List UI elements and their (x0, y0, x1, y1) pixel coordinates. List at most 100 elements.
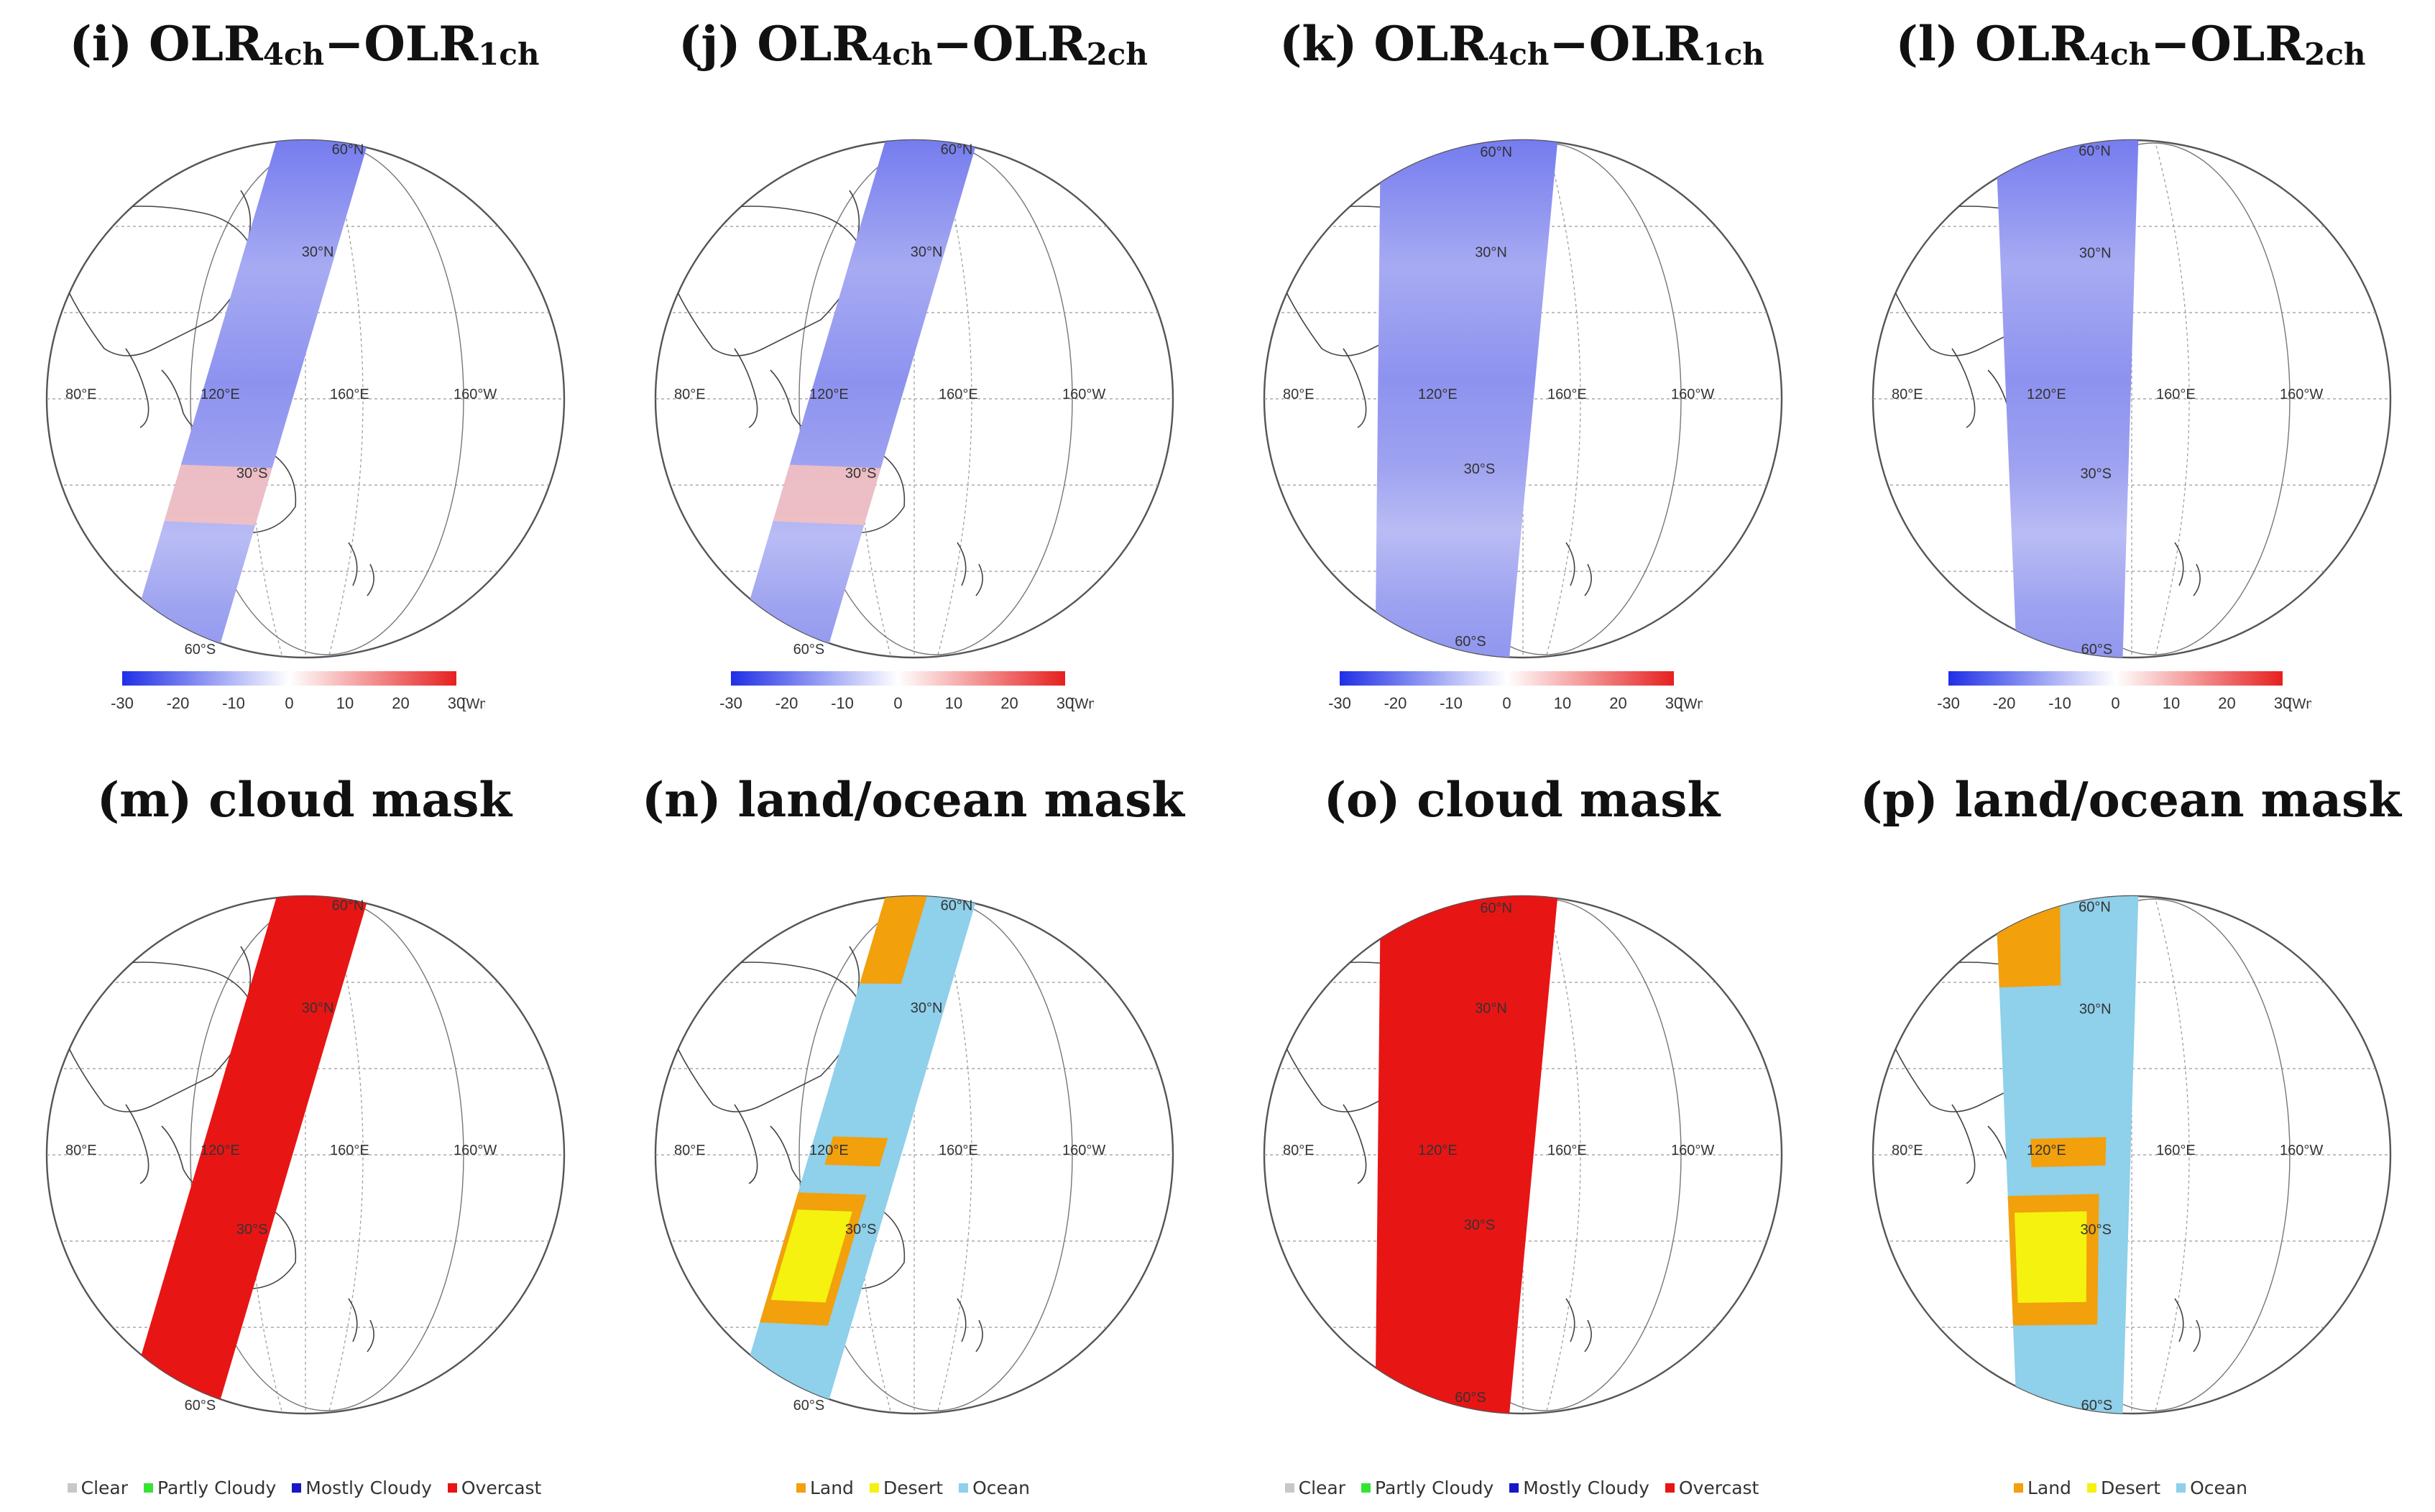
lat-label-lat_30n: 30°N (1475, 244, 1507, 260)
legend-item: Land (2013, 1478, 2071, 1498)
legend-item: Desert (869, 1478, 943, 1498)
legend-item: Desert (2086, 1478, 2160, 1498)
lon-label-lon_160w: 160°W (2280, 1143, 2323, 1158)
lon-label-lon_80e: 80°E (1892, 1143, 1923, 1158)
lon-label-lon_160e: 160°E (1547, 387, 1587, 402)
colorbar-unit: [Wm⁻²] (1071, 696, 1094, 712)
colorbar-tick: -20 (775, 694, 798, 712)
colorbar-tick: 0 (2111, 694, 2119, 712)
lon-label-lon_160e: 160°E (330, 387, 369, 402)
lon-label-lon_120e: 120°E (2027, 387, 2066, 402)
globe-map: 60°N 30°N 30°S 60°S 80°E 120°E 160°E 160°W (654, 895, 1174, 1415)
land_legend-legend: Land Desert Ocean (609, 1475, 1218, 1501)
legend-item: Mostly Cloudy (292, 1478, 432, 1498)
colorbar-tick: 20 (392, 694, 409, 712)
legend-swatch (67, 1483, 77, 1493)
lon-label-lon_120e: 120°E (2027, 1143, 2066, 1158)
lat-label-lat_60s: 60°S (2081, 642, 2113, 658)
lat-label-lat_60s: 60°S (793, 1398, 825, 1414)
globe-map: 60°N 30°N 30°S 60°S 80°E 120°E 160°E 160°W (1263, 895, 1783, 1415)
lat-label-lat_60n: 60°N (2079, 144, 2111, 160)
colorbar-tick: -10 (2048, 694, 2071, 712)
colorbar-unit: [Wm⁻²] (2288, 696, 2311, 712)
colorbar-tick: 10 (2163, 694, 2180, 712)
lon-label-lon_160w: 160°W (1671, 387, 1714, 402)
lat-label-lat_60n: 60°N (332, 898, 364, 914)
lat-label-lat_30n: 30°N (2079, 1001, 2112, 1017)
lon-label-lon_160e: 160°E (2156, 1143, 2196, 1158)
legend-swatch (1284, 1483, 1294, 1493)
colorbar: -30 -20 -10 0 10 20 30[Wm⁻²] (1328, 671, 1703, 712)
panel-o: (o) cloud mask 60°N 30°N 30°S 60°S 80°E 120°E 1… (1218, 756, 1826, 1512)
lat-label-lat_30s: 30°S (1464, 461, 1496, 477)
legend-swatch (869, 1483, 879, 1493)
lat-label-lat_30n: 30°N (2079, 245, 2112, 261)
lon-label-lon_80e: 80°E (1892, 387, 1923, 402)
globe-map: 60°N 30°N 30°S 60°S 80°E 120°E 160°E 160°W (1872, 139, 2392, 659)
lat-label-lat_30n: 30°N (302, 1000, 334, 1016)
land_legend-legend: Land Desert Ocean (1826, 1475, 2435, 1501)
panel-title: (o) cloud mask (1323, 772, 1721, 828)
cloud_legend-legend: Clear Partly Cloudy Mostly Cloudy Overcast (1218, 1475, 1826, 1501)
lat-label-lat_30s: 30°S (236, 466, 268, 481)
panel-p: (p) land/ocean mask 60°N 30°N 30°S 60°S 80°E 1… (1826, 756, 2435, 1512)
colorbar-tick: 0 (893, 694, 902, 712)
colorbar-tick: 10 (1554, 694, 1571, 712)
panel-m: (m) cloud mask 60°N 30°N 30°S 60°S 80°E 120°E 1… (0, 756, 609, 1512)
lat-label-lat_60n: 60°N (332, 142, 364, 158)
colorbar-unit: [Wm⁻²] (462, 696, 485, 712)
lon-label-lon_120e: 120°E (201, 1143, 240, 1158)
lat-label-lat_60n: 60°N (941, 142, 973, 158)
panel-l: (l) OLR4ch−OLR2ch 60°N 30°N 30°S 60°S 80°E 120… (1826, 0, 2435, 756)
colorbar-tick: 20 (1609, 694, 1626, 712)
legend-swatch (292, 1483, 302, 1493)
colorbar-tick: -30 (111, 694, 134, 712)
legend-swatch (1361, 1483, 1371, 1493)
globe-map: 60°N 30°N 30°S 60°S 80°E 120°E 160°E 160°W (1872, 895, 2392, 1415)
lon-label-lon_160e: 160°E (1547, 1143, 1587, 1158)
lat-label-lat_30s: 30°S (845, 466, 877, 481)
lon-label-lon_160w: 160°W (1671, 1143, 1714, 1158)
lat-label-lat_60n: 60°N (2079, 900, 2111, 916)
lat-label-lat_60s: 60°S (185, 642, 216, 658)
colorbar-tick: 30 (1057, 694, 1074, 712)
lat-label-lat_30s: 30°S (2080, 1222, 2112, 1238)
colorbar-tick: -30 (719, 694, 742, 712)
panel-i: (i) OLR4ch−OLR1ch 60°N 30°N 30°S 60°S 80°E 120… (0, 0, 609, 756)
lon-label-lon_160w: 160°W (2280, 387, 2323, 402)
lon-label-lon_160w: 160°W (1062, 387, 1105, 402)
legend-item: Clear (67, 1478, 128, 1498)
lon-label-lon_120e: 120°E (809, 1143, 849, 1158)
colorbar-tick: 0 (285, 694, 293, 712)
lon-label-lon_80e: 80°E (65, 387, 97, 402)
colorbar: -30 -20 -10 0 10 20 30[Wm⁻²] (719, 671, 1094, 712)
lat-label-lat_60s: 60°S (1455, 634, 1486, 650)
lat-label-lat_30s: 30°S (1464, 1217, 1496, 1233)
lon-label-lon_160w: 160°W (454, 1143, 497, 1158)
lat-label-lat_60n: 60°N (1480, 144, 1512, 160)
lon-label-lon_120e: 120°E (201, 387, 240, 402)
lat-label-lat_30n: 30°N (911, 244, 943, 260)
lat-label-lat_60s: 60°S (2081, 1398, 2113, 1414)
cloud_legend-legend: Clear Partly Cloudy Mostly Cloudy Overcast (0, 1475, 609, 1501)
colorbar-tick: 20 (2218, 694, 2235, 712)
lon-label-lon_80e: 80°E (1283, 387, 1315, 402)
lat-label-lat_60s: 60°S (1455, 1390, 1486, 1406)
panel-n: (n) land/ocean mask 60°N 30°N 30°S 60°S 80°E 1… (609, 756, 1218, 1512)
legend-item: Partly Cloudy (144, 1478, 276, 1498)
legend-item: Land (796, 1478, 854, 1498)
lon-label-lon_80e: 80°E (674, 1143, 706, 1158)
lat-label-lat_60n: 60°N (1480, 900, 1512, 916)
lon-label-lon_160w: 160°W (1062, 1143, 1105, 1158)
legend-item: Overcast (447, 1478, 541, 1498)
panel-k: (k) OLR4ch−OLR1ch 60°N 30°N 30°S 60°S 80°E 120… (1218, 0, 1826, 756)
colorbar: -30 -20 -10 0 10 20 30[Wm⁻²] (1937, 671, 2311, 712)
lon-label-lon_120e: 120°E (1418, 387, 1458, 402)
colorbar-tick: 10 (336, 694, 354, 712)
globe-map: 60°N 30°N 30°S 60°S 80°E 120°E 160°E 160°W (1263, 139, 1783, 659)
panel-j: (j) OLR4ch−OLR2ch 60°N 30°N 30°S 60°S 80°E 120… (609, 0, 1218, 756)
legend-item: Clear (1284, 1478, 1345, 1498)
lat-label-lat_30s: 30°S (2080, 466, 2112, 482)
globe-map: 60°N 30°N 30°S 60°S 80°E 120°E 160°E 160°W (45, 139, 566, 659)
legend-item: Overcast (1665, 1478, 1759, 1498)
